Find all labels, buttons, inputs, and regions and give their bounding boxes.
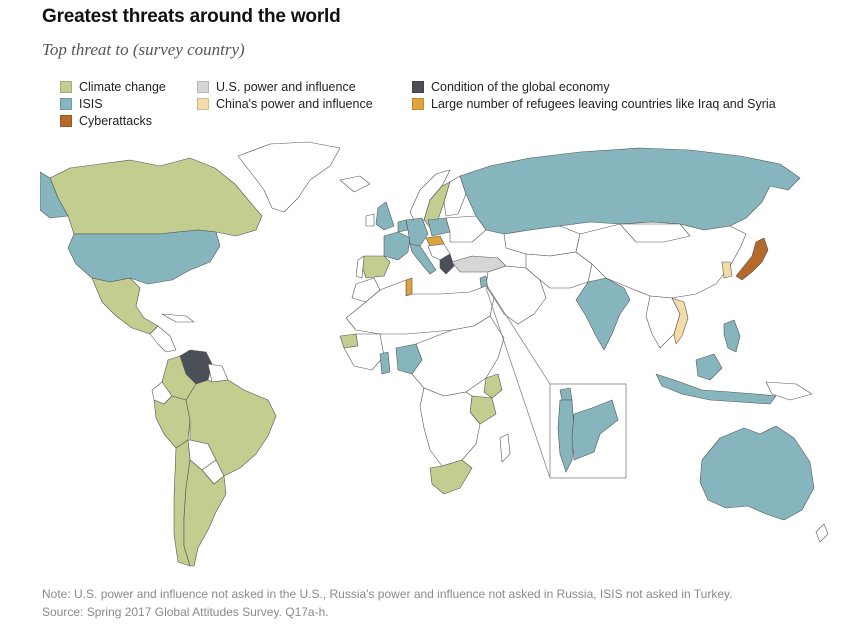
legend-item-climate: Climate change	[60, 80, 166, 94]
country-cuba	[161, 313, 195, 323]
country-senegal	[339, 333, 359, 349]
country-mexico	[91, 277, 159, 335]
legend-swatch-china	[197, 98, 209, 110]
country-madagascar	[499, 433, 511, 463]
legend-label: ISIS	[79, 97, 103, 111]
country-greece	[439, 253, 455, 275]
legend-swatch-climate	[60, 81, 72, 93]
country-portugal	[355, 255, 365, 279]
legend-label: Condition of the global economy	[431, 80, 610, 94]
legend-label: U.S. power and influence	[216, 80, 356, 94]
country-iceland	[339, 175, 371, 193]
country-philippines	[723, 319, 741, 353]
country-borneo	[695, 353, 723, 381]
country-indonesia	[655, 373, 777, 405]
country-france	[383, 231, 411, 261]
inset-jordan	[571, 399, 619, 461]
country-south-africa	[429, 459, 473, 495]
legend-swatch-isis	[60, 98, 72, 110]
country-mongolia	[619, 223, 691, 243]
country-ghana	[379, 351, 391, 375]
inset-israel	[557, 399, 575, 473]
country-kenya	[483, 373, 503, 399]
country-south-korea	[721, 261, 733, 279]
country-russia	[459, 147, 801, 235]
note-line: Note: U.S. power and influence not asked…	[42, 587, 733, 601]
legend-label: Climate change	[79, 80, 166, 94]
country-west-africa	[343, 333, 385, 371]
country-iran-pakistan	[525, 251, 593, 289]
legend-swatch-cyber	[60, 115, 72, 127]
country-tunisia	[405, 277, 413, 297]
legend-swatch-us	[197, 81, 209, 93]
country-ireland	[365, 213, 375, 227]
legend-label: Large number of refugees leaving countri…	[431, 97, 776, 111]
legend-item-economy: Condition of the global economy	[412, 80, 610, 94]
legend-item-us: U.S. power and influence	[197, 80, 356, 94]
map-title: Greatest threats around the world	[42, 6, 341, 27]
legend-item-refugees: Large number of refugees leaving countri…	[412, 97, 776, 111]
country-italy	[409, 243, 437, 275]
country-japan	[735, 237, 769, 281]
inset-lebanon	[559, 387, 573, 401]
country-guianas	[207, 363, 229, 383]
notes: Note: U.S. power and influence not asked…	[42, 585, 732, 621]
inset-connector-top	[485, 283, 551, 385]
map-subtitle: Top threat to (survey country)	[42, 40, 245, 59]
source-line: Source: Spring 2017 Global Attitudes Sur…	[42, 605, 329, 619]
country-new-zealand	[815, 523, 829, 543]
country-central-america	[149, 325, 177, 353]
country-spain	[361, 255, 391, 279]
country-argentina	[183, 459, 227, 567]
country-united-states	[67, 229, 221, 285]
legend-label: Cyberattacks	[79, 114, 152, 128]
legend-label: China's power and influence	[216, 97, 373, 111]
country-papua	[765, 381, 813, 401]
world-map	[40, 141, 829, 567]
legend-item-china: China's power and influence	[197, 97, 373, 111]
country-brazil	[185, 379, 277, 477]
country-southern-africa	[419, 387, 481, 467]
country-australia	[699, 425, 815, 521]
country-alaska	[40, 171, 69, 219]
country-united-kingdom	[375, 201, 395, 231]
country-china	[575, 221, 747, 299]
legend-swatch-refugees	[412, 98, 424, 110]
country-greenland	[237, 141, 341, 213]
legend: Climate change ISIS Cyberattacks U.S. po…	[60, 80, 840, 134]
country-vietnam	[671, 297, 689, 345]
country-india	[575, 277, 631, 351]
legend-swatch-economy	[412, 81, 424, 93]
country-canada	[49, 157, 263, 237]
map-layer	[40, 141, 829, 567]
inset-connector-bottom	[485, 287, 551, 479]
country-peru	[153, 395, 191, 449]
legend-item-cyber: Cyberattacks	[60, 114, 152, 128]
legend-item-isis: ISIS	[60, 97, 103, 111]
